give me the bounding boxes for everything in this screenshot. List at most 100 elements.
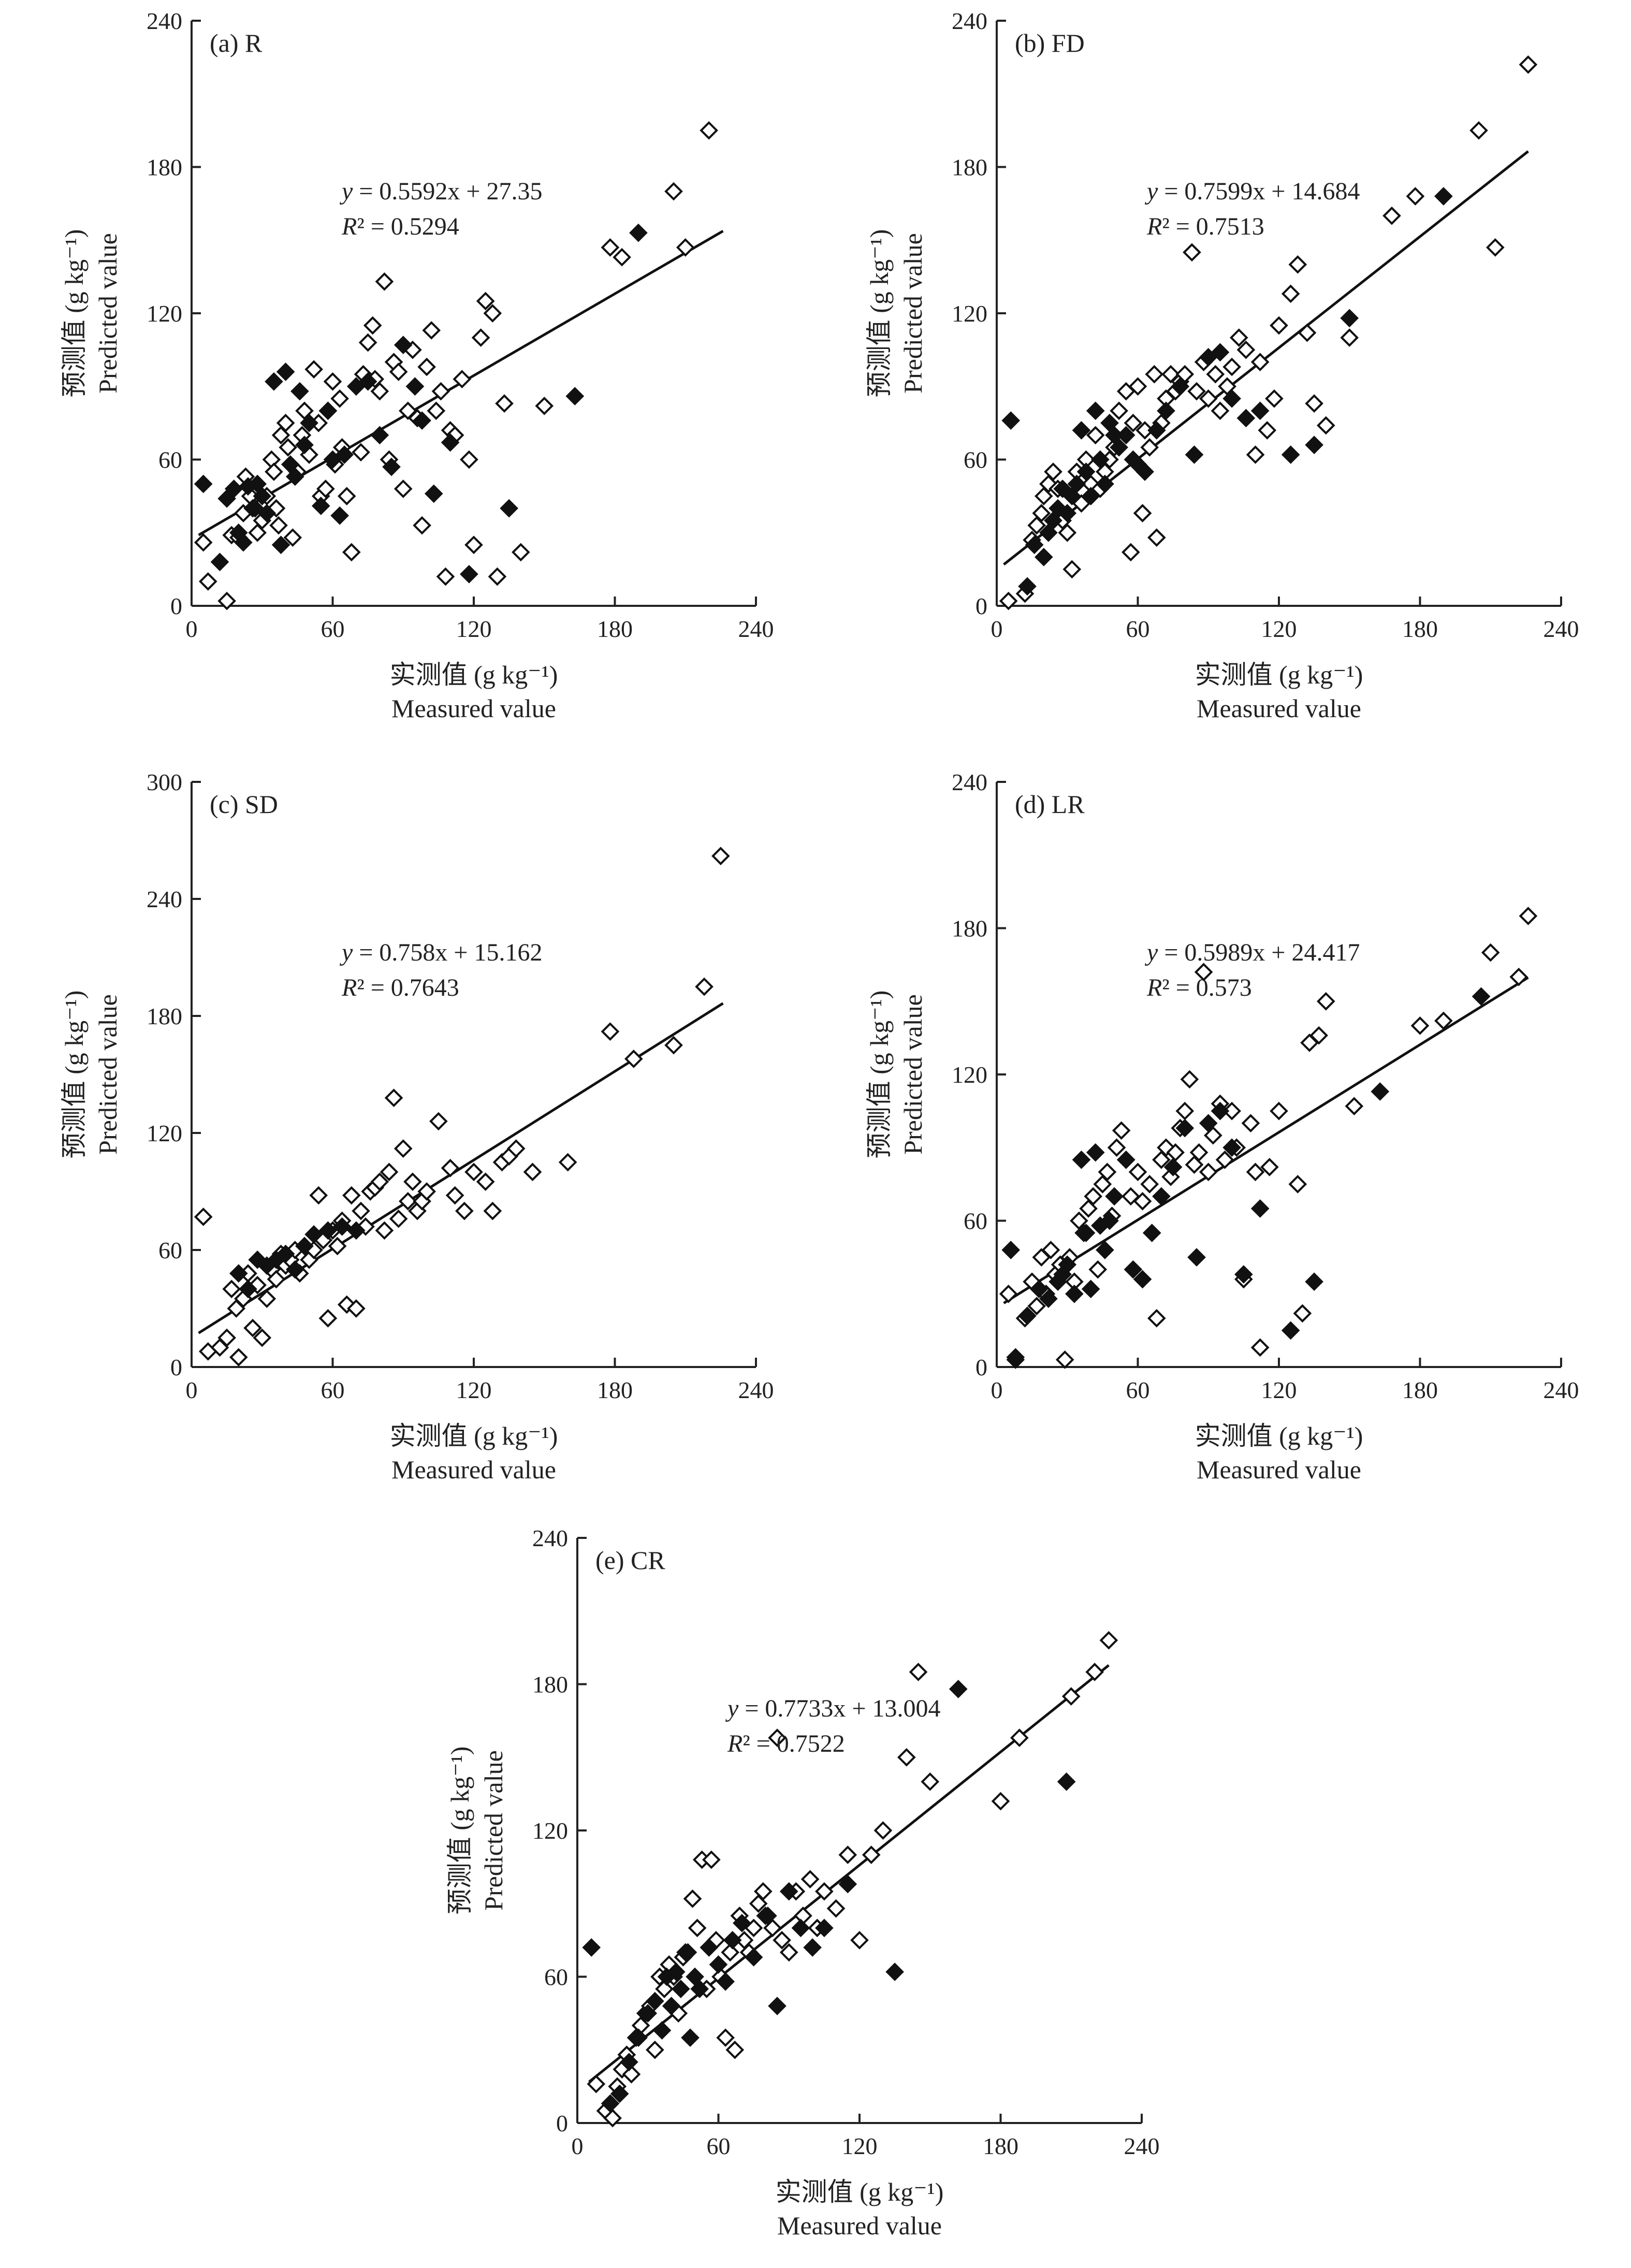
data-point-open [613,248,631,267]
data-point-filled [286,467,304,486]
data-point-filled [1163,1158,1183,1176]
data-point-open [488,567,507,586]
data-point-filled [1072,1150,1091,1169]
data-point-open [1183,243,1201,262]
plot-group: 0 60 120 180 240 0 60 120 180 240 (b) FD y = 0.7599… [865,8,1579,723]
x-tick-label: 120 [1261,616,1297,642]
data-point-open [1281,284,1300,303]
x-tick-label: 180 [597,1377,633,1403]
data-point-filled [1142,1224,1161,1242]
data-point-open [763,1918,782,1938]
data-point-open [1486,238,1505,257]
data-point-open [1061,1687,1081,1706]
data-point-open [1041,1241,1060,1259]
regression-equation: y = 0.5989x + 24.417 [1144,939,1360,966]
data-point-filled [1086,1143,1105,1162]
data-point-open [265,462,283,481]
data-point-filled [949,1680,968,1698]
data-point-filled [243,499,262,518]
data-point-open [587,2074,606,2093]
x-tick-label: 60 [707,2133,731,2159]
data-point-open [999,591,1018,610]
data-point-open [1084,1187,1103,1206]
data-point-filled [441,433,460,452]
data-point-open [194,1208,213,1226]
data-point-filled [582,1938,601,1957]
data-point-filled [768,1997,787,2015]
data-point-open [356,1217,375,1236]
data-point-filled [723,1931,742,1950]
data-point-open [676,238,695,257]
scatter-plot-e-cr: 0 60 120 180 240 0 60 120 180 240 (e) CR y = 0.7733… [445,1525,1160,2240]
data-point-open [700,121,718,140]
data-point-filled [1434,187,1453,206]
data-point-open [1469,121,1488,140]
data-point-open [330,389,349,408]
data-point-filled [265,372,283,391]
data-point-open [1410,1016,1430,1035]
data-point-open [1010,1728,1029,1747]
data-point-open [1058,523,1077,542]
data-point-filled [1065,1284,1084,1303]
data-point-open [413,516,431,535]
plot-group: 0 60 120 180 240 0 60 120 180 240 (d) LR y = 0.5989… [865,769,1579,1484]
data-point-filled [1018,1306,1037,1325]
data-point-open [222,1280,241,1299]
chart-panel-b-fd: 0 60 120 180 240 0 60 120 180 240 (b) FD y = 0.7599… [826,0,1603,751]
data-point-open [483,304,502,323]
x-tick-label: 0 [572,2133,584,2159]
data-point-open [1206,365,1225,384]
data-point-open [342,543,361,562]
data-point-filled [672,1980,690,1998]
data-point-filled [1001,411,1021,430]
x-tick-label: 240 [1124,2133,1160,2159]
y-tick-label: 240 [147,886,182,912]
data-point-open [1107,1138,1126,1157]
data-point-filled [1116,426,1135,445]
data-point-filled [1072,421,1091,440]
data-point-open [380,1162,399,1182]
data-point-open [455,1201,474,1220]
y-tick-label: 240 [952,8,987,34]
data-point-open [1481,943,1500,962]
data-point-filled [791,1918,810,1938]
data-point-open [646,2040,664,2059]
data-point-filled [1039,523,1058,542]
y-tick-label: 0 [170,593,182,619]
data-point-filled [1110,438,1128,457]
x-tick-label: 120 [842,2133,878,2159]
data-point-open [1128,1162,1147,1182]
data-point-open [429,1112,448,1131]
data-point-open [921,1772,940,1791]
y-axis-title-en: Predicted value [93,233,122,394]
x-axis-title-cn: 实测值 (g kg⁻¹) [390,660,558,689]
data-point-open [1133,504,1152,522]
data-point-open [1085,1663,1104,1681]
data-point-filled [1305,1272,1323,1291]
data-point-open [403,1172,422,1191]
data-point-filled [460,564,478,584]
regression-equation: y = 0.5592x + 27.35 [339,178,542,205]
data-point-open [1258,421,1277,440]
data-point-open [601,1022,620,1041]
data-point-open [1098,1162,1117,1182]
data-point-open [370,1172,389,1191]
data-point-open [460,450,478,469]
data-point-open [1406,187,1425,206]
data-point-filled [1076,462,1096,481]
data-point-open [1288,255,1307,274]
data-point-filled [290,382,309,401]
data-point-filled [1175,1118,1195,1138]
data-point-filled [716,1972,735,1991]
scatter-plot-d-lr: 0 60 120 180 240 0 60 120 180 240 (d) LR y = 0.5989… [865,769,1579,1484]
data-point-open [1236,340,1256,359]
y-axis-title-en: Predicted value [479,1750,508,1911]
plot-group: 0 60 120 180 240 0 60 120 180 240 (e) CR y = 0.7733… [445,1525,1160,2240]
y-axis-title-en: Predicted value [898,233,927,394]
x-tick-label: 60 [321,616,345,642]
data-point-filled [234,533,253,552]
data-point-filled [1086,401,1105,420]
data-point-open [800,1870,820,1888]
data-point-filled [1081,1280,1100,1299]
x-axis-title-en: Measured value [1197,1455,1361,1484]
